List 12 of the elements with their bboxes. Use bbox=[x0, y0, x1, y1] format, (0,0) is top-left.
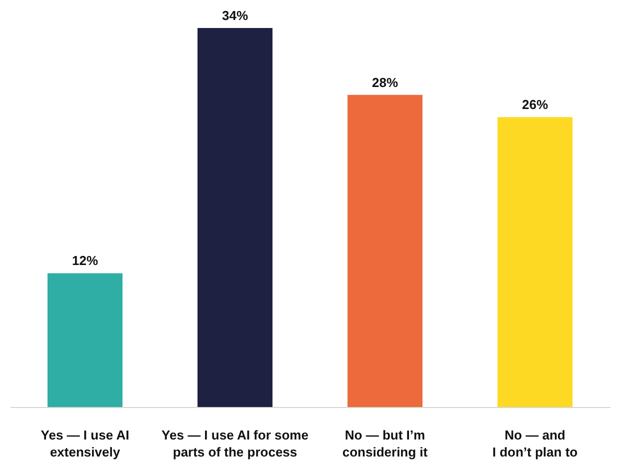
bar bbox=[498, 117, 572, 407]
data-label: 28% bbox=[372, 74, 398, 90]
bar bbox=[198, 28, 272, 407]
data-label: 34% bbox=[222, 8, 248, 23]
bar bbox=[48, 273, 122, 407]
x-tick-label: No — and I don’t plan to bbox=[492, 428, 578, 460]
bar bbox=[348, 94, 422, 407]
data-label: 12% bbox=[72, 253, 98, 268]
data-label: 26% bbox=[522, 97, 548, 112]
x-tick-label: No — but I’m considering it bbox=[342, 428, 428, 460]
x-tick-label: Yes — I use AI for some parts of the process bbox=[162, 428, 308, 460]
x-tick-label: Yes — I use AI extensively bbox=[40, 428, 130, 460]
